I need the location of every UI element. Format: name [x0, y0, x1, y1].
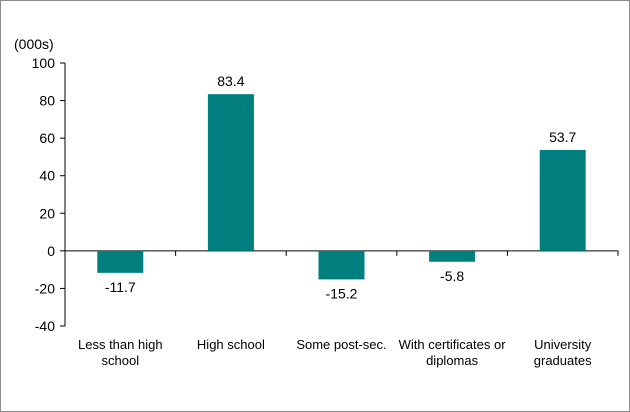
x-category-label: High school: [196, 337, 265, 352]
y-tick-label: 20: [39, 205, 55, 221]
bar: [318, 250, 365, 280]
y-tick-label: 0: [47, 243, 55, 259]
y-tick-label: 100: [32, 55, 56, 71]
data-label: 83.4: [217, 73, 244, 89]
data-label: 53.7: [549, 129, 576, 145]
y-tick-label: -20: [35, 280, 55, 296]
y-tick-label: 40: [39, 168, 55, 184]
x-category-label: University graduates: [533, 337, 592, 368]
bar: [539, 149, 586, 251]
bar: [97, 250, 144, 273]
x-category-label: Some post-sec.: [296, 337, 387, 352]
bar: [207, 94, 254, 251]
unit-label: (000s): [14, 36, 54, 52]
data-label: -15.2: [326, 285, 358, 301]
data-label: -11.7: [105, 279, 136, 295]
data-label: -5.8: [440, 268, 464, 284]
x-category-label: Less than high school: [78, 337, 163, 368]
y-tick-label: 60: [39, 130, 55, 146]
y-tick-label: -40: [35, 318, 55, 334]
x-category-label: With certificates or diplomas: [398, 337, 506, 368]
y-tick-label: 80: [39, 93, 55, 109]
bar: [429, 250, 476, 262]
